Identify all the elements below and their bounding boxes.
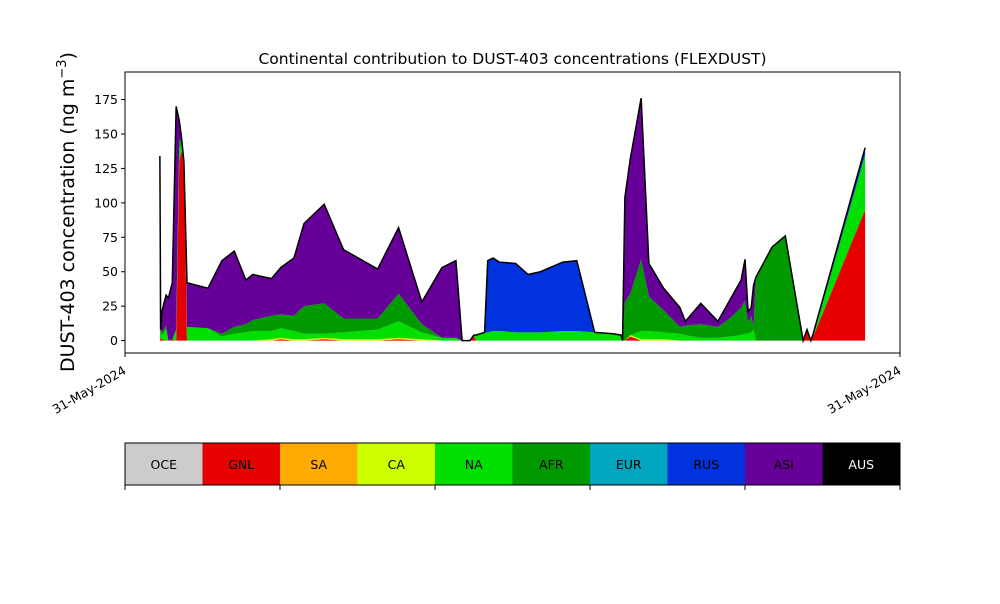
y-axis-ticks: 0 25 50 75 100 125 150 175	[94, 92, 125, 348]
legend-swatch-aus	[822, 443, 901, 485]
y-axis-label: DUST-403 concentration (ng m−3)	[55, 52, 79, 372]
total-concentration-line	[159, 98, 866, 344]
legend-swatch-sa	[280, 443, 358, 485]
legend-colorbar: OCE GNL SA CA NA AFR EUR RUS ASI AUS	[124, 442, 901, 490]
y-axis-label-exponent: −3	[55, 59, 70, 78]
legend-swatch-na	[435, 443, 513, 485]
legend-label-sa: SA	[310, 457, 327, 472]
y-tick-label: 100	[94, 195, 118, 210]
plot-frame	[124, 71, 901, 354]
y-tick-label: 75	[102, 230, 118, 245]
legend-swatch-afr	[512, 443, 591, 485]
legend-frame	[124, 442, 901, 486]
chart-title: Continental contribution to DUST-403 con…	[258, 50, 766, 68]
legend-label-na: NA	[465, 457, 483, 472]
legend-label-eur: EUR	[616, 457, 642, 472]
x-axis-ticks: 31-May-2024 31-May-2024	[50, 353, 904, 417]
legend-swatch-eur	[590, 443, 668, 485]
legend-label-ca: CA	[388, 457, 406, 472]
legend-label-oce: OCE	[151, 457, 178, 472]
legend-swatch-ca	[357, 443, 436, 485]
legend-swatch-asi	[745, 443, 823, 485]
y-tick-label: 150	[94, 126, 118, 141]
legend-label-gnl: GNL	[228, 457, 254, 472]
legend-label-aus: AUS	[848, 457, 874, 472]
legend-label-rus: RUS	[693, 457, 719, 472]
y-tick-label: 25	[102, 299, 118, 314]
area-asi	[159, 98, 866, 341]
y-axis-label-main: DUST-403 concentration (ng m	[57, 79, 79, 372]
plot-areas	[159, 98, 866, 341]
y-tick-label: 175	[94, 92, 118, 107]
legend-swatch-oce	[125, 443, 203, 485]
y-tick-label: 125	[94, 161, 118, 176]
y-axis-label-close: )	[57, 52, 79, 59]
y-tick-label: 0	[110, 333, 118, 348]
legend-label-asi: ASI	[774, 457, 794, 472]
legend-swatch-rus	[667, 443, 746, 485]
legend-label-afr: AFR	[539, 457, 564, 472]
area-rus	[159, 138, 866, 341]
x-tick-label: 31-May-2024	[825, 363, 904, 417]
legend-swatch-gnl	[202, 443, 281, 485]
area-afr	[159, 138, 866, 341]
y-tick-label: 50	[102, 264, 118, 279]
